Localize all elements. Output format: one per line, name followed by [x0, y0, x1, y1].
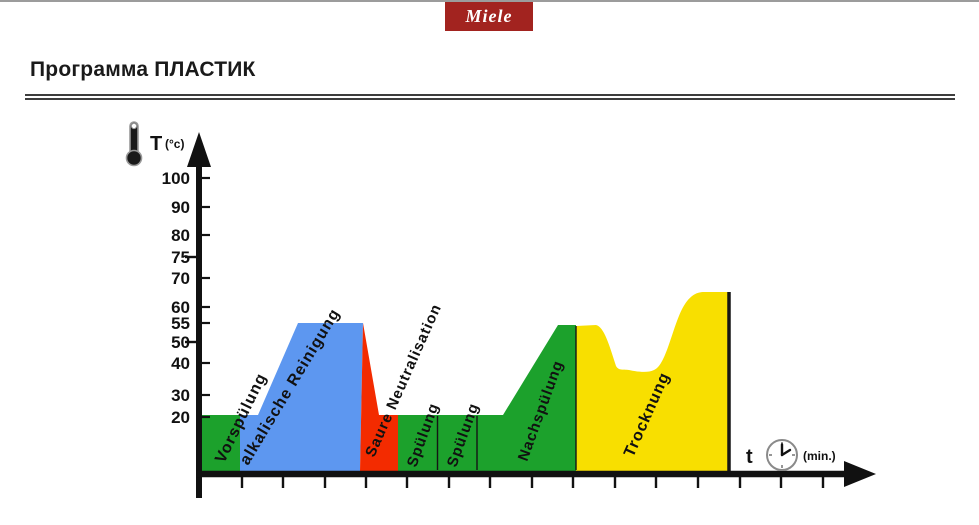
y-axis-unit: (°c) [165, 137, 184, 151]
y-tick-label: 80 [171, 226, 190, 245]
y-tick-label: 30 [171, 386, 190, 405]
phase-area-nachspuelung [477, 325, 576, 471]
y-axis [185, 132, 211, 498]
y-tick-label: 60 [171, 298, 190, 317]
x-axis [196, 461, 876, 488]
x-axis-title: t (min.) [746, 439, 836, 471]
phase-dividers [436, 292, 731, 471]
phase-areas [202, 292, 728, 471]
phase-area-spuelung-2 [437, 415, 477, 471]
miele-logo: Miele [445, 2, 533, 31]
clock-icon [766, 439, 798, 471]
thermometer-icon [125, 121, 143, 167]
y-tick-label: 20 [171, 408, 190, 427]
page-title: Программа ПЛАСТИК [30, 58, 256, 81]
phase-area-saure-neutralisation [360, 323, 398, 471]
y-tick-label: 70 [171, 269, 190, 288]
top-border-line [0, 0, 979, 2]
y-tick-label: 90 [171, 198, 190, 217]
y-tick-label: 50 [171, 333, 190, 352]
phase-area-vorspuelung [202, 415, 240, 471]
y-axis-arrowhead [187, 132, 211, 167]
y-axis-symbol: T [150, 133, 162, 155]
x-axis-symbol: t [746, 446, 753, 468]
y-axis-title: T (°c) [150, 133, 184, 155]
y-tick-label: 75 [171, 248, 190, 267]
x-tick-marks [240, 477, 825, 488]
phase-area-alkalische-reinigung [240, 323, 363, 471]
x-axis-unit: (min.) [803, 449, 836, 463]
miele-logo-text: Miele [465, 6, 513, 26]
phase-area-spuelung-1 [398, 415, 437, 471]
y-tick-label: 55 [171, 314, 190, 333]
phase-area-trocknung [576, 292, 728, 471]
title-divider [25, 94, 955, 100]
y-tick-label: 40 [171, 354, 190, 373]
y-tick-labels: 100 90 80 75 70 60 55 50 40 30 20 [162, 169, 190, 427]
y-tick-label: 100 [162, 169, 190, 188]
x-axis-arrowhead [844, 461, 876, 487]
